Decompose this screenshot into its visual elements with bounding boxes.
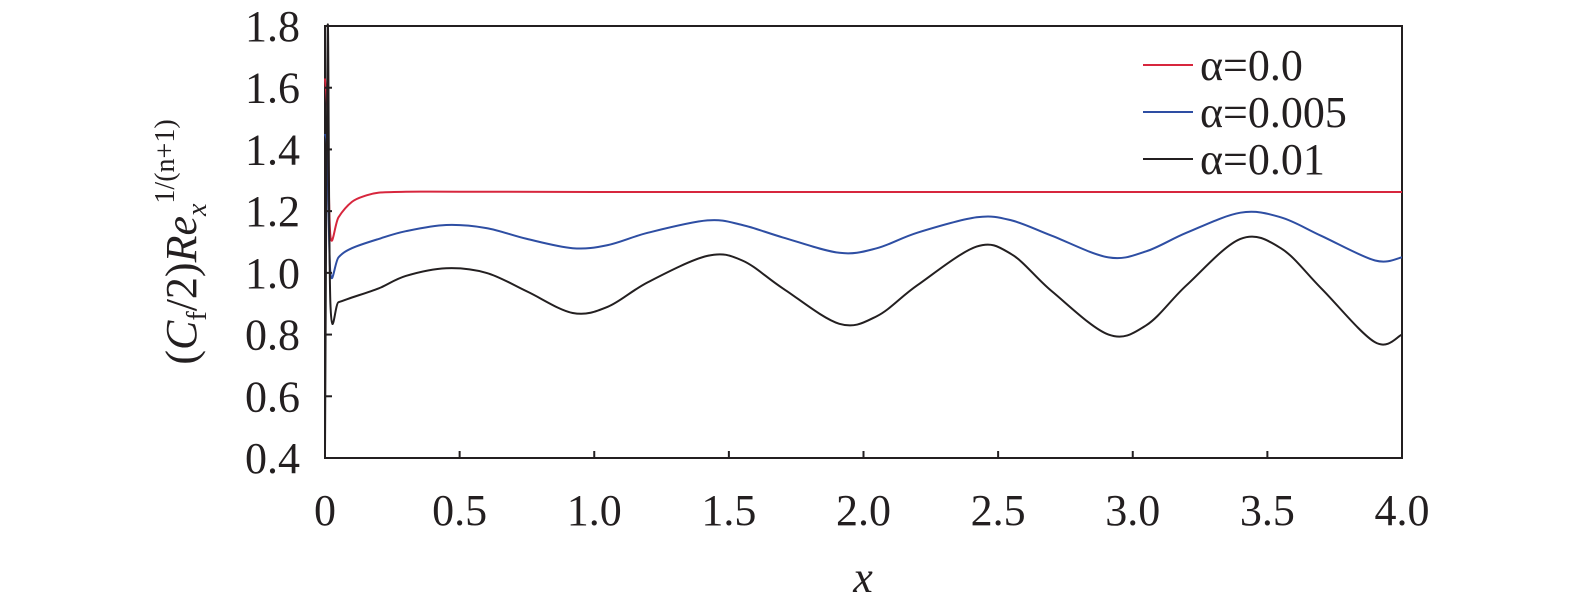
y-tick-label: 1.0 bbox=[245, 249, 300, 298]
series-line-1 bbox=[324, 133, 1403, 280]
x-tick-label: 1.5 bbox=[701, 486, 756, 535]
x-tick-label: 3.0 bbox=[1105, 486, 1160, 535]
y-tick-label: 1.6 bbox=[245, 64, 300, 113]
y-tick-label: 0.8 bbox=[245, 311, 300, 360]
y-tick-label: 1.2 bbox=[245, 187, 300, 236]
x-tick-label: 4.0 bbox=[1375, 486, 1430, 535]
x-tick-label: 3.5 bbox=[1240, 486, 1295, 535]
y-tick-label: 0.4 bbox=[245, 434, 300, 483]
y-axis-label: (Cf/2)Rex1/(n+1) bbox=[150, 119, 213, 364]
legend-label-alpha-0.0: α=0.0 bbox=[1200, 41, 1303, 90]
legend-label-alpha-0.01: α=0.01 bbox=[1200, 135, 1325, 184]
x-tick-label: 0 bbox=[314, 486, 336, 535]
x-axis: 0 0.5 1.0 1.5 2.0 2.5 3.0 3.5 4.0 bbox=[314, 451, 1430, 535]
y-tick-label: 1.4 bbox=[245, 125, 300, 174]
x-tick-label: 2.0 bbox=[836, 486, 891, 535]
x-tick-label: 1.0 bbox=[567, 486, 622, 535]
y-tick-label: 1.8 bbox=[245, 2, 300, 51]
x-tick-label: 0.5 bbox=[432, 486, 487, 535]
series-line-0 bbox=[324, 78, 1402, 242]
series-layer bbox=[324, 23, 1403, 452]
y-axis: 0.4 0.6 0.8 1.0 1.2 1.4 1.6 1.8 bbox=[245, 2, 332, 483]
x-tick-label: 2.5 bbox=[971, 486, 1026, 535]
legend: α=0.0 α=0.005 α=0.01 bbox=[1143, 41, 1347, 184]
x-axis-label: x bbox=[852, 553, 873, 602]
legend-label-alpha-0.005: α=0.005 bbox=[1200, 88, 1347, 137]
series-line-2 bbox=[324, 23, 1403, 452]
y-tick-label: 0.6 bbox=[245, 372, 300, 421]
